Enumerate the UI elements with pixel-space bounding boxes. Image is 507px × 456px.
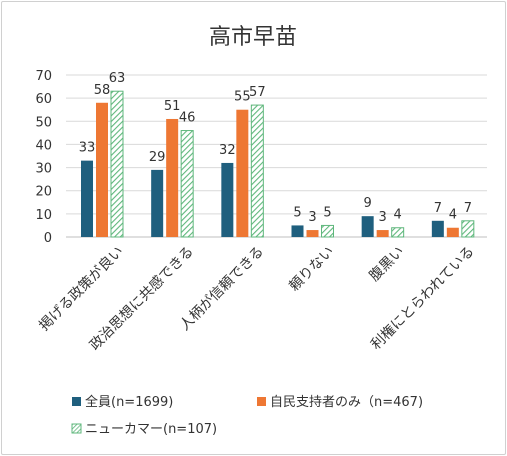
data-label: 46 <box>179 111 196 126</box>
y-tick-label: 40 <box>35 138 52 153</box>
bar-3 <box>250 104 264 238</box>
bar-3 <box>461 220 475 238</box>
bar-1 <box>81 160 93 237</box>
legend-swatch <box>257 397 266 406</box>
bar-2 <box>236 109 249 237</box>
data-label: 7 <box>434 201 442 216</box>
data-label: 7 <box>464 201 472 216</box>
legend-swatch <box>71 423 82 434</box>
data-label: 5 <box>293 205 301 220</box>
data-label: 58 <box>94 83 111 98</box>
bar-1 <box>151 169 164 237</box>
category-label: 頼りない <box>286 244 337 295</box>
bar-1 <box>221 162 234 237</box>
y-tick-label: 20 <box>35 185 52 200</box>
legend-swatch <box>72 397 81 406</box>
bar-3 <box>321 224 334 238</box>
data-label: 33 <box>79 141 96 156</box>
y-tick-label: 60 <box>35 92 52 107</box>
y-tick-label: 30 <box>35 162 52 177</box>
legend-label: 全員(n=1699) <box>85 394 173 410</box>
bar-2 <box>306 230 319 237</box>
data-label: 29 <box>149 150 166 165</box>
data-label: 32 <box>219 143 236 158</box>
y-tick-label: 70 <box>35 69 52 84</box>
bar-2 <box>96 102 108 238</box>
bar-1 <box>361 216 374 237</box>
category-label: 腹黒い <box>366 243 408 285</box>
data-label: 3 <box>308 210 316 225</box>
y-tick-label: 10 <box>35 208 52 223</box>
legend-label: 自民支持者のみ（n=467) <box>270 395 423 410</box>
bar-3 <box>110 90 124 238</box>
bar-1 <box>291 225 304 237</box>
data-label: 55 <box>234 90 251 105</box>
bar-2 <box>376 230 389 237</box>
data-label: 9 <box>364 196 372 211</box>
bar-3 <box>391 227 405 238</box>
bar-2 <box>166 118 179 237</box>
y-tick-label: 0 <box>44 231 52 246</box>
data-label: 51 <box>164 99 181 114</box>
data-label: 4 <box>394 208 402 223</box>
bar-3 <box>180 130 194 238</box>
data-label: 57 <box>249 85 266 100</box>
data-label: 5 <box>323 205 331 220</box>
data-label: 63 <box>109 71 126 86</box>
y-tick-label: 50 <box>35 115 52 130</box>
bar-1 <box>431 220 444 237</box>
legend-label: ニューカマー(n=107) <box>85 422 217 437</box>
bar-2 <box>446 227 459 237</box>
data-label: 4 <box>449 208 457 223</box>
chart-title: 高市早苗 <box>209 25 297 50</box>
data-label: 3 <box>379 210 387 225</box>
